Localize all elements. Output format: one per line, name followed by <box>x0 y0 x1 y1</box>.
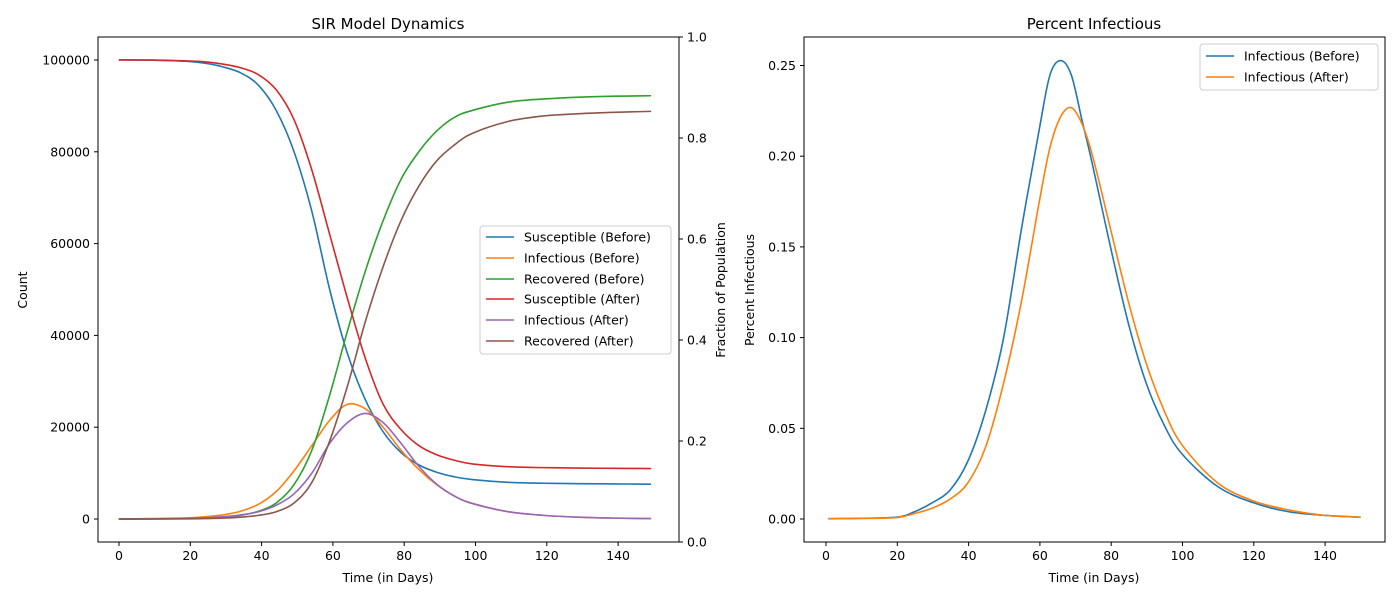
legend-box <box>1199 43 1379 91</box>
x-tick-label: 60 <box>1032 548 1048 563</box>
x-tick-label: 0 <box>115 548 123 563</box>
chart-percent-infectious: Percent Infectious 0 20 40 60 80 100 120… <box>742 15 1386 585</box>
x-tick-label: 120 <box>535 548 559 563</box>
x-tick-label: 20 <box>889 548 905 563</box>
legend-label: Infectious (Before) <box>524 251 640 266</box>
legend-label: Recovered (Before) <box>524 272 645 287</box>
y2-axis-label: Fraction of Population <box>713 222 728 358</box>
x-axis-label: Time (in Days) <box>342 570 434 585</box>
series-line-infectious-after <box>828 106 1361 520</box>
x-tick-label: 40 <box>254 548 270 563</box>
series-line-recovered-after <box>118 110 652 520</box>
x-tick-label: 80 <box>396 548 412 563</box>
y-tick-label: 0.10 <box>768 330 796 345</box>
x-tick-label: 100 <box>464 548 488 563</box>
y2-tick-label: 0.0 <box>687 535 707 550</box>
series-line-infectious-before <box>828 59 1361 520</box>
y-tick-label: 60000 <box>50 236 90 251</box>
y-axis-label: Count <box>15 271 30 308</box>
series-lines <box>118 59 652 520</box>
x-axis-ticks: 0 20 40 60 80 100 120 140 <box>115 542 630 563</box>
x-tick-label: 60 <box>325 548 341 563</box>
x-tick-label: 0 <box>822 548 830 563</box>
y-tick-label: 0.25 <box>768 58 796 73</box>
series-line-infectious-after <box>118 412 652 520</box>
x-axis-ticks: 0 20 40 60 80 100 120 140 <box>822 542 1337 563</box>
series-lines <box>828 59 1361 520</box>
y-tick-label: 0.15 <box>768 239 796 254</box>
legend: Infectious (Before) Infectious (After) <box>1199 43 1379 91</box>
x-tick-label: 140 <box>606 548 630 563</box>
y-tick-label: 100000 <box>42 53 90 68</box>
y-tick-label: 0 <box>82 512 90 527</box>
legend-label: Susceptible (After) <box>524 292 640 307</box>
plot-frame <box>803 36 1386 543</box>
y-tick-label: 0.20 <box>768 149 796 164</box>
y2-tick-label: 0.2 <box>687 434 707 449</box>
y-axis-ticks: 0 20000 40000 60000 80000 100000 <box>42 53 98 527</box>
chart-title: SIR Model Dynamics <box>312 15 465 33</box>
legend-label: Susceptible (Before) <box>524 230 651 245</box>
legend-label: Infectious (After) <box>1244 70 1349 85</box>
plot-frame <box>97 36 680 543</box>
series-line-susceptible-before <box>118 59 652 485</box>
y2-tick-label: 0.4 <box>687 333 707 348</box>
legend-box <box>479 225 672 355</box>
x-tick-label: 120 <box>1242 548 1266 563</box>
y2-tick-label: 1.0 <box>687 30 707 45</box>
x-tick-label: 80 <box>1103 548 1119 563</box>
chart-sir-dynamics: SIR Model Dynamics 0 20 40 60 80 100 120… <box>15 15 728 585</box>
y2-tick-label: 0.6 <box>687 232 707 247</box>
chart-title: Percent Infectious <box>1027 15 1162 33</box>
x-tick-label: 40 <box>961 548 977 563</box>
y-axis-ticks: 0.00 0.05 0.10 0.15 0.20 0.25 <box>768 58 804 527</box>
y-axis-label: Percent Infectious <box>742 234 757 346</box>
legend: Susceptible (Before) Infectious (Before)… <box>479 225 672 355</box>
y-tick-label: 0.05 <box>768 421 796 436</box>
x-axis-label: Time (in Days) <box>1048 570 1140 585</box>
legend-label: Recovered (After) <box>524 334 634 349</box>
x-tick-label: 140 <box>1313 548 1337 563</box>
legend-label: Infectious (Before) <box>1244 49 1360 64</box>
x-tick-label: 20 <box>182 548 198 563</box>
series-line-infectious-before <box>118 402 652 520</box>
series-line-susceptible-after <box>118 59 652 470</box>
y2-tick-label: 0.8 <box>687 131 707 146</box>
y-tick-label: 20000 <box>50 420 90 435</box>
y-tick-label: 80000 <box>50 144 90 159</box>
y-tick-label: 40000 <box>50 328 90 343</box>
secondary-y-axis-ticks: 0.0 0.2 0.4 0.6 0.8 1.0 <box>679 30 707 550</box>
y-tick-label: 0.00 <box>768 512 796 527</box>
legend-label: Infectious (After) <box>524 313 629 328</box>
x-tick-label: 100 <box>1171 548 1195 563</box>
